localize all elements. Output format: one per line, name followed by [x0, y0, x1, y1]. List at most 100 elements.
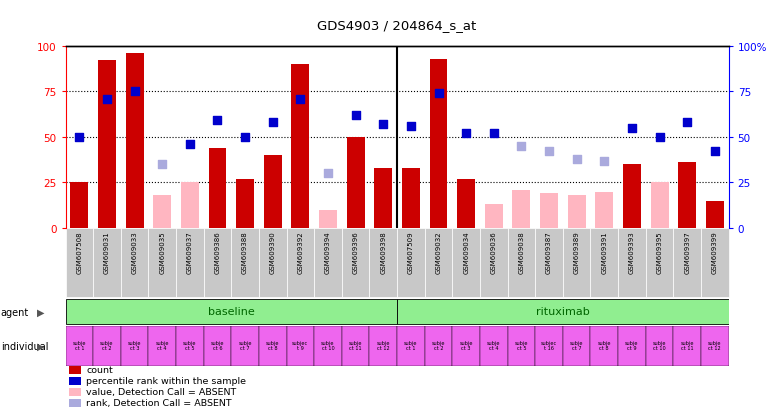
Bar: [66, 299, 397, 325]
Text: subje
ct 8: subje ct 8: [266, 340, 280, 350]
Bar: [69, 399, 81, 407]
Bar: [315, 228, 342, 298]
Bar: [69, 366, 81, 374]
Point: [101, 96, 113, 103]
Text: GSM609035: GSM609035: [160, 230, 165, 273]
Bar: [153, 196, 171, 228]
Text: subje
ct 2: subje ct 2: [100, 340, 114, 350]
Text: ▶: ▶: [37, 307, 45, 317]
Text: subje
ct 1: subje ct 1: [404, 340, 418, 350]
Text: subje
ct 12: subje ct 12: [708, 340, 722, 350]
Bar: [425, 326, 453, 366]
Bar: [121, 228, 148, 298]
Text: subjec
t 9: subjec t 9: [292, 340, 308, 350]
Text: GSM609396: GSM609396: [352, 230, 359, 273]
Bar: [69, 377, 81, 385]
Text: GSM609033: GSM609033: [132, 230, 137, 273]
Text: GSM609393: GSM609393: [629, 230, 635, 273]
Text: GSM609036: GSM609036: [491, 230, 497, 273]
Bar: [535, 326, 563, 366]
Text: subje
ct 3: subje ct 3: [460, 340, 473, 350]
Text: subjec
t 16: subjec t 16: [541, 340, 557, 350]
Text: GSM609389: GSM609389: [574, 230, 580, 273]
Bar: [176, 326, 204, 366]
Bar: [264, 156, 281, 228]
Point: [598, 158, 611, 164]
Bar: [69, 388, 81, 396]
Text: GSM609394: GSM609394: [325, 230, 331, 273]
Text: subje
ct 4: subje ct 4: [156, 340, 169, 350]
Point: [405, 123, 417, 130]
Point: [156, 161, 168, 168]
Text: percentile rank within the sample: percentile rank within the sample: [86, 376, 246, 385]
Text: GSM607508: GSM607508: [76, 230, 82, 273]
Bar: [93, 228, 121, 298]
Point: [73, 134, 86, 141]
Text: subje
ct 7: subje ct 7: [238, 340, 252, 350]
Text: subje
ct 5: subje ct 5: [514, 340, 528, 350]
Bar: [369, 326, 397, 366]
Bar: [513, 190, 530, 228]
Bar: [342, 326, 369, 366]
Bar: [618, 228, 645, 298]
Bar: [673, 228, 701, 298]
Bar: [618, 326, 645, 366]
Point: [183, 142, 196, 148]
Text: GSM607509: GSM607509: [408, 230, 414, 273]
Bar: [181, 183, 199, 228]
Text: subje
ct 12: subje ct 12: [376, 340, 390, 350]
Bar: [563, 326, 591, 366]
Bar: [70, 183, 89, 228]
Text: GSM609398: GSM609398: [380, 230, 386, 273]
Bar: [591, 326, 618, 366]
Bar: [369, 228, 397, 298]
Bar: [651, 183, 668, 228]
Bar: [231, 228, 259, 298]
Bar: [480, 326, 507, 366]
Bar: [319, 210, 337, 228]
Point: [433, 90, 445, 97]
Bar: [287, 228, 315, 298]
Bar: [645, 326, 673, 366]
Text: GSM609391: GSM609391: [601, 230, 608, 273]
Point: [267, 120, 279, 126]
Bar: [567, 196, 586, 228]
Bar: [236, 179, 254, 228]
Bar: [204, 228, 231, 298]
Text: individual: individual: [1, 341, 49, 351]
Text: agent: agent: [1, 307, 29, 317]
Text: baseline: baseline: [208, 306, 254, 316]
Bar: [208, 148, 227, 228]
Bar: [231, 326, 259, 366]
Bar: [645, 228, 673, 298]
Text: GSM609392: GSM609392: [298, 230, 303, 273]
Text: GSM609032: GSM609032: [436, 230, 442, 273]
Point: [515, 143, 527, 150]
Bar: [93, 326, 121, 366]
Bar: [397, 326, 425, 366]
Bar: [121, 326, 148, 366]
Point: [377, 121, 389, 128]
Bar: [342, 228, 369, 298]
Text: GSM609386: GSM609386: [214, 230, 221, 273]
Bar: [480, 228, 507, 298]
Bar: [507, 228, 535, 298]
Text: GSM609395: GSM609395: [657, 230, 662, 273]
Bar: [535, 228, 563, 298]
Bar: [429, 59, 447, 228]
Bar: [374, 169, 392, 228]
Point: [487, 131, 500, 137]
Text: GSM609390: GSM609390: [270, 230, 276, 273]
Text: subje
ct 9: subje ct 9: [625, 340, 638, 350]
Point: [571, 156, 583, 163]
Bar: [98, 61, 116, 228]
Text: GSM609399: GSM609399: [712, 230, 718, 273]
Text: subje
ct 10: subje ct 10: [322, 340, 335, 350]
Point: [239, 134, 251, 141]
Bar: [259, 228, 287, 298]
Text: subje
ct 2: subje ct 2: [432, 340, 446, 350]
Point: [322, 171, 334, 177]
Text: rank, Detection Call = ABSENT: rank, Detection Call = ABSENT: [86, 398, 232, 407]
Bar: [485, 205, 503, 228]
Bar: [66, 326, 93, 366]
